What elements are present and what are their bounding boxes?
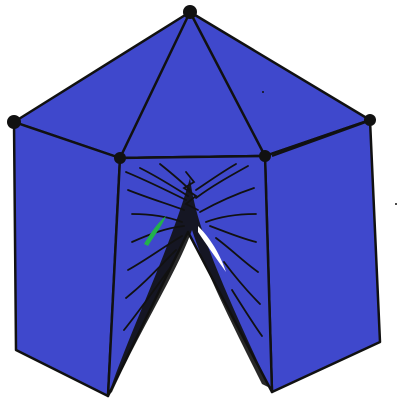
white-highlight-mark [198, 226, 226, 272]
corner-vertex-icon [259, 150, 271, 162]
roof-ridge-front-right [188, 10, 267, 158]
stray-dot-mark [395, 203, 397, 205]
corner-vertex-icon [7, 115, 21, 129]
green-accent-mark [144, 216, 166, 246]
tent-door-opening [108, 178, 270, 396]
peak-vertex-icon [183, 5, 197, 19]
tent-roof [12, 10, 372, 160]
corner-vertex-icon [114, 152, 126, 164]
tent-left-wall [12, 120, 122, 398]
door-fabric-creases [123, 163, 263, 337]
tent-right-wall [263, 118, 382, 394]
stray-dot-mark [262, 91, 264, 93]
tent-guy-line [271, 120, 367, 158]
tent-vertices [7, 5, 376, 164]
roof-ridge-front-left [118, 10, 192, 160]
corner-vertex-icon [364, 114, 376, 126]
